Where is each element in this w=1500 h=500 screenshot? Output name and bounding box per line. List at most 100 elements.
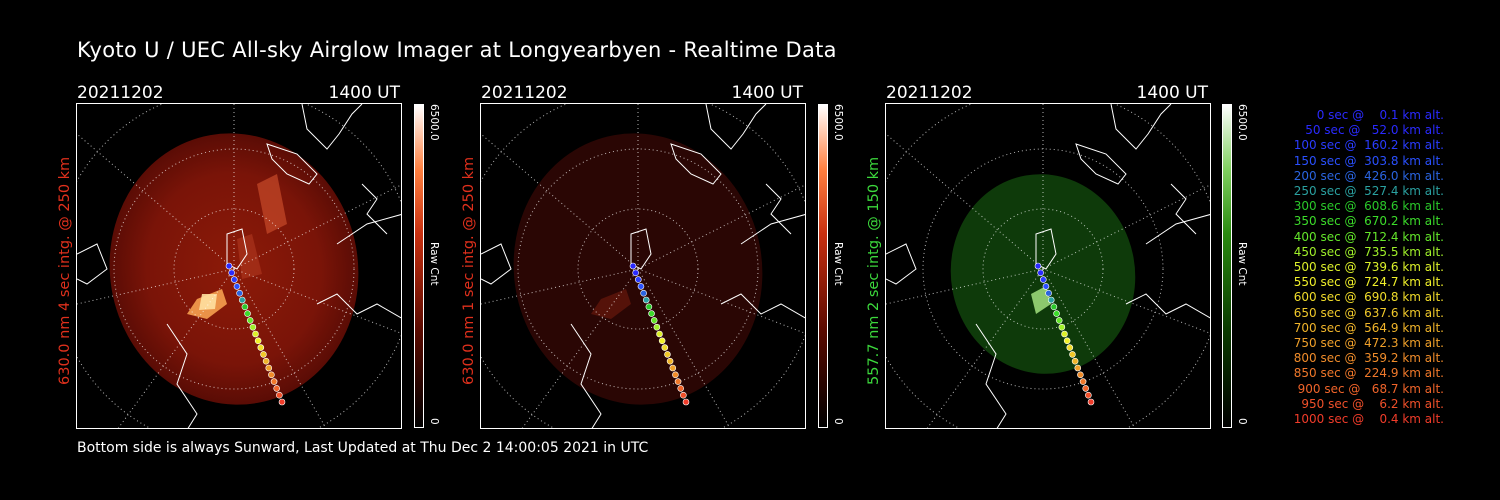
trajectory-point [1082, 385, 1089, 392]
altitude-legend: 0 sec @ 0.1 km alt. 50 sec @ 52.0 km alt.… [1268, 108, 1444, 427]
trajectory-point [1058, 323, 1066, 331]
panel-1-time: 1400 UT [328, 83, 401, 103]
panel-1-map [77, 104, 401, 428]
panel-3-map [886, 104, 1210, 428]
legend-row: 750 sec @ 472.3 km alt. [1293, 336, 1444, 351]
trajectory-point [249, 323, 257, 331]
trajectory-point [1077, 371, 1084, 379]
trajectory-point [682, 398, 690, 406]
trajectory-point [244, 310, 251, 317]
trajectory-point [629, 262, 637, 270]
trajectory-point [1079, 378, 1087, 385]
trajectory-point [236, 289, 243, 297]
legend-row: 700 sec @ 564.9 km alt. [1293, 320, 1444, 335]
panel-3-colorbar [1222, 104, 1232, 428]
legend-row: 450 sec @ 735.5 km alt. [1293, 244, 1444, 259]
trajectory-point [672, 371, 679, 379]
trajectory-point [1085, 391, 1092, 399]
legend-row: 100 sec @ 160.2 km alt. [1293, 138, 1444, 153]
panel-1-colorbar [414, 104, 424, 428]
trajectory-point [268, 371, 275, 379]
trajectory-point [231, 276, 238, 283]
panel-1-date: 20211202 [77, 83, 164, 103]
panel-1-image [76, 103, 402, 429]
trajectory-point [252, 330, 259, 338]
panel-1-cbar-min: 0 [428, 418, 440, 425]
legend-row: 600 sec @ 690.8 km alt. [1293, 290, 1444, 305]
legend-row: 200 sec @ 426.0 km alt. [1293, 168, 1444, 183]
panel-3-label: 557.7 nm 2 sec intg. @ 150 km [866, 156, 882, 385]
trajectory-point [677, 385, 684, 392]
trajectory-point [278, 398, 286, 406]
trajectory-point [241, 303, 249, 311]
trajectory-point [257, 344, 265, 351]
trajectory-1 [225, 262, 286, 406]
panel-3-cbar-min: 0 [1236, 418, 1248, 425]
trajectory-point [1040, 276, 1047, 283]
legend-row: 900 sec @ 68.7 km alt. [1297, 381, 1444, 396]
trajectory-point [640, 289, 647, 297]
trajectory-point [674, 378, 682, 385]
trajectory-point [238, 296, 246, 304]
trajectory-point [635, 276, 642, 283]
trajectory-point [1087, 398, 1095, 406]
trajectory-point [645, 303, 653, 311]
trajectory-point [642, 296, 650, 304]
panel-2-time: 1400 UT [731, 83, 804, 103]
trajectory-point [1066, 344, 1074, 351]
trajectory-point [1045, 289, 1052, 297]
trajectory-point [270, 378, 278, 385]
legend-row: 0 sec @ 0.1 km alt. [1316, 108, 1444, 122]
legend-row: 550 sec @ 724.7 km alt. [1293, 275, 1444, 290]
panel-1-cbar-unit: Raw Cnt [428, 242, 440, 286]
trajectory-point [254, 337, 262, 345]
trajectory-point [276, 391, 283, 399]
panel-2-cbar-min: 0 [832, 418, 844, 425]
panel-3-cbar-max: 6500.0 [1236, 104, 1248, 141]
trajectory-point [260, 351, 267, 358]
panel-3-image [885, 103, 1211, 429]
panel-1-label: 630.0 nm 4 sec intg. @ 250 km [57, 156, 73, 385]
trajectory-point [1074, 364, 1082, 372]
trajectory-point [680, 391, 687, 399]
legend-row: 500 sec @ 739.6 km alt. [1293, 260, 1444, 275]
panel-2-image [480, 103, 806, 429]
legend-row: 250 sec @ 527.4 km alt. [1293, 184, 1444, 199]
panel-2-label: 630.0 nm 1 sec intg. @ 250 km [461, 156, 477, 385]
page-title: Kyoto U / UEC All-sky Airglow Imager at … [77, 38, 837, 62]
trajectory-3 [1034, 262, 1095, 406]
legend-row: 1000 sec @ 0.4 km alt. [1293, 412, 1444, 427]
trajectory-2 [629, 262, 690, 406]
legend-row: 400 sec @ 712.4 km alt. [1293, 229, 1444, 244]
trajectory-point [669, 364, 677, 372]
legend-row: 650 sec @ 637.6 km alt. [1293, 305, 1444, 320]
panel-3-cbar-unit: Raw Cnt [1236, 242, 1248, 286]
trajectory-point [658, 337, 666, 345]
trajectory-point [1063, 337, 1071, 345]
trajectory-point [632, 269, 639, 277]
trajectory-point [664, 351, 671, 358]
panel-2-date: 20211202 [481, 83, 568, 103]
trajectory-point [228, 269, 235, 277]
trajectory-point [1042, 283, 1050, 290]
trajectory-point [1050, 303, 1058, 311]
trajectory-point [1053, 310, 1060, 317]
panel-3-time: 1400 UT [1136, 83, 1209, 103]
legend-row: 850 sec @ 224.9 km alt. [1293, 366, 1444, 381]
trajectory-point [656, 330, 663, 338]
trajectory-point [1037, 269, 1044, 277]
trajectory-point [1069, 351, 1076, 358]
trajectory-point [1034, 262, 1042, 270]
trajectory-point [653, 323, 661, 331]
legend-row: 300 sec @ 608.6 km alt. [1293, 199, 1444, 214]
trajectory-point [666, 357, 674, 365]
trajectory-point [661, 344, 669, 351]
footer-text: Bottom side is always Sunward, Last Upda… [77, 440, 649, 456]
legend-row: 800 sec @ 359.2 km alt. [1293, 351, 1444, 366]
trajectory-point [637, 283, 645, 290]
panel-2-colorbar [818, 104, 828, 428]
trajectory-point [265, 364, 273, 372]
trajectory-point [648, 310, 655, 317]
legend-row: 50 sec @ 52.0 km alt. [1305, 123, 1444, 138]
legend-row: 950 sec @ 6.2 km alt. [1301, 396, 1444, 411]
